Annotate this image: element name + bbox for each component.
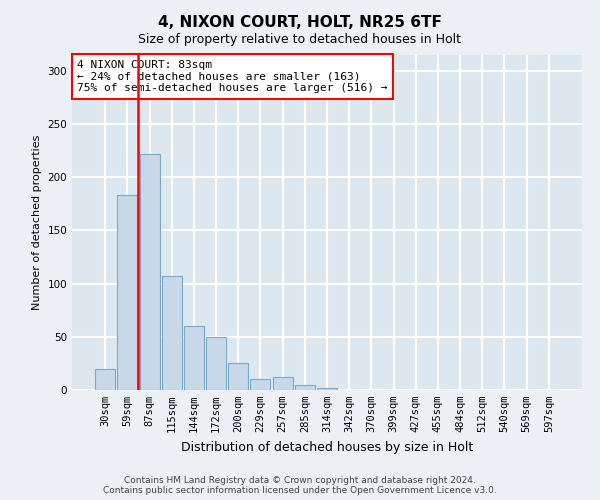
Bar: [272, 377, 293, 390]
Bar: [162, 276, 182, 390]
Text: Size of property relative to detached houses in Holt: Size of property relative to detached ho…: [139, 32, 461, 46]
Text: 4, NIXON COURT, HOLT, NR25 6TF: 4, NIXON COURT, HOLT, NR25 6TF: [158, 15, 442, 30]
Text: 4 NIXON COURT: 83sqm
← 24% of detached houses are smaller (163)
75% of semi-deta: 4 NIXON COURT: 83sqm ← 24% of detached h…: [77, 60, 388, 93]
Y-axis label: Number of detached properties: Number of detached properties: [32, 135, 42, 310]
Text: Contains HM Land Registry data © Crown copyright and database right 2024.
Contai: Contains HM Land Registry data © Crown c…: [103, 476, 497, 495]
Bar: [118, 196, 137, 390]
Bar: [228, 364, 248, 390]
Bar: [140, 154, 160, 390]
Bar: [95, 368, 115, 390]
Bar: [250, 380, 271, 390]
Bar: [295, 384, 315, 390]
X-axis label: Distribution of detached houses by size in Holt: Distribution of detached houses by size …: [181, 440, 473, 454]
Bar: [184, 326, 204, 390]
Bar: [317, 388, 337, 390]
Bar: [206, 337, 226, 390]
